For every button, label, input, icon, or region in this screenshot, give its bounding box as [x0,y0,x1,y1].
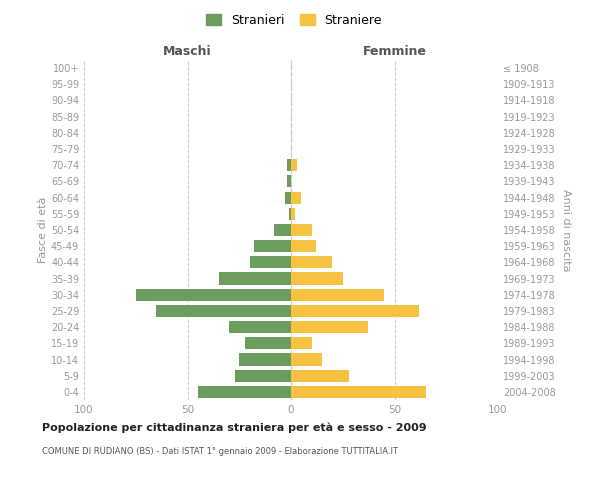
Bar [235,370,291,382]
Bar [291,159,297,172]
Bar [229,321,291,333]
Bar [291,224,312,236]
Y-axis label: Fasce di età: Fasce di età [38,197,48,263]
Bar [291,192,301,203]
Bar [254,240,291,252]
Bar [291,272,343,284]
Bar [289,208,291,220]
Text: Popolazione per cittadinanza straniera per età e sesso - 2009: Popolazione per cittadinanza straniera p… [42,422,427,433]
Bar [285,192,291,203]
Bar [250,256,291,268]
Bar [287,159,291,172]
Bar [287,176,291,188]
Bar [291,240,316,252]
Bar [291,256,332,268]
Bar [291,288,384,301]
Legend: Stranieri, Straniere: Stranieri, Straniere [201,8,387,32]
Bar [291,354,322,366]
Bar [291,208,295,220]
Bar [218,272,291,284]
Bar [291,338,312,349]
Bar [291,321,368,333]
Bar [245,338,291,349]
Bar [291,386,425,398]
Text: Maschi: Maschi [163,44,212,58]
Y-axis label: Anni di nascita: Anni di nascita [561,188,571,271]
Bar [136,288,291,301]
Bar [198,386,291,398]
Text: Femmine: Femmine [362,44,427,58]
Bar [291,305,419,317]
Bar [239,354,291,366]
Bar [157,305,291,317]
Bar [274,224,291,236]
Text: COMUNE DI RUDIANO (BS) - Dati ISTAT 1° gennaio 2009 - Elaborazione TUTTITALIA.IT: COMUNE DI RUDIANO (BS) - Dati ISTAT 1° g… [42,448,398,456]
Bar [291,370,349,382]
